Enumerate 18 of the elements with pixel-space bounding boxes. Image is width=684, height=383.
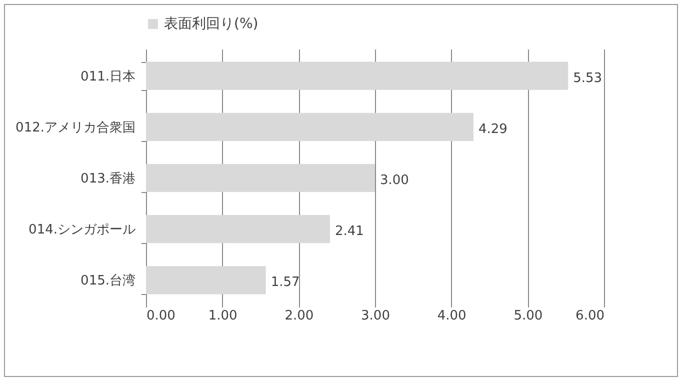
data-label: 3.00 [380,173,409,188]
data-label: 5.53 [573,70,602,86]
y-tick-label: 011.日本 [80,69,136,84]
x-tick-label: 3.00 [361,308,390,324]
x-tick-label: 5.00 [514,308,543,324]
x-tick-label: 0.00 [146,308,176,324]
y-tick-label: 013.香港 [80,172,136,186]
data-label: 4.29 [478,122,508,137]
x-tick-label: 1.00 [208,308,238,324]
x-tick-label: 2.00 [284,308,314,324]
x-tick-label: 4.00 [437,308,466,324]
data-label: 2.41 [334,224,364,240]
y-tick-label: 012.アメリカ合衆国 [16,120,136,136]
y-tick-label: 015.台湾 [80,272,136,289]
x-tick-label: 6.00 [576,308,604,324]
data-label: 1.57 [270,275,300,290]
y-tick-label: 014.シンガポール [28,222,136,238]
legend-label: 表面利回り(%) [164,16,258,32]
